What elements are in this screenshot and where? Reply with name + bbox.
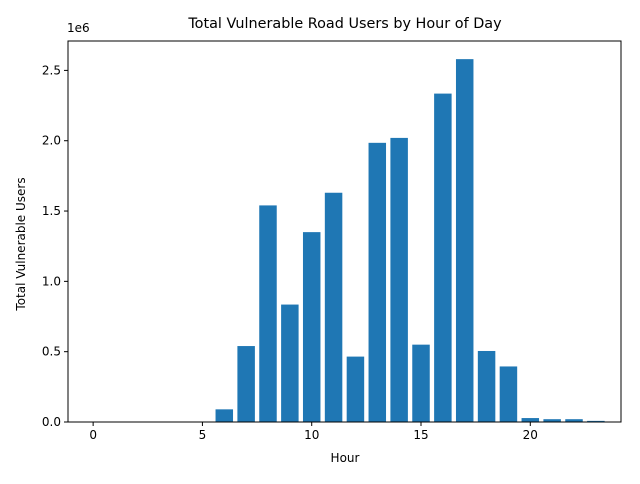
x-tick-label: 10 xyxy=(304,428,319,442)
bar-hour-10 xyxy=(302,232,321,422)
y-axis-label: Total Vulnerable Users xyxy=(14,177,28,311)
x-tick-label: 20 xyxy=(523,428,538,442)
bar-hour-19 xyxy=(499,366,518,422)
x-tick-label: 0 xyxy=(89,428,97,442)
y-tick-label: 2.0 xyxy=(42,134,61,148)
bar-hour-17 xyxy=(455,59,474,422)
y-tick-label: 1.0 xyxy=(42,274,61,288)
bar-hour-7 xyxy=(237,346,255,422)
x-axis-label: Hour xyxy=(331,451,360,465)
y-tick-label: 0.0 xyxy=(42,415,61,429)
bar-hour-11 xyxy=(324,192,343,422)
bar-hour-12 xyxy=(346,356,365,422)
y-tick-label: 2.5 xyxy=(42,63,61,77)
y-tick-label: 0.5 xyxy=(42,345,61,359)
bar-hour-8 xyxy=(259,205,277,422)
bar-hour-23 xyxy=(587,420,605,422)
bar-hour-14 xyxy=(390,137,408,422)
chart-title: Total Vulnerable Road Users by Hour of D… xyxy=(187,16,502,32)
bar-hour-15 xyxy=(412,344,430,422)
bars-layer xyxy=(215,59,605,422)
bar-hour-6 xyxy=(215,409,234,422)
bar-hour-22 xyxy=(565,419,583,422)
plot-frame xyxy=(67,40,622,423)
bar-hour-13 xyxy=(368,142,387,422)
bar-hour-21 xyxy=(543,419,561,422)
bar-hour-9 xyxy=(281,304,299,422)
bar-hour-18 xyxy=(477,350,496,422)
y-tick-label: 1.5 xyxy=(42,204,61,218)
bar-hour-20 xyxy=(521,418,540,422)
x-tick-label: 15 xyxy=(413,428,428,442)
bar-hour-16 xyxy=(434,93,452,422)
y-offset-label: 1e6 xyxy=(67,21,90,35)
x-tick-label: 5 xyxy=(199,428,207,442)
ticks-layer: 0 5 10 15 20 0.0 0.5 1.0 1.5 2.0 2.5 xyxy=(42,63,538,442)
